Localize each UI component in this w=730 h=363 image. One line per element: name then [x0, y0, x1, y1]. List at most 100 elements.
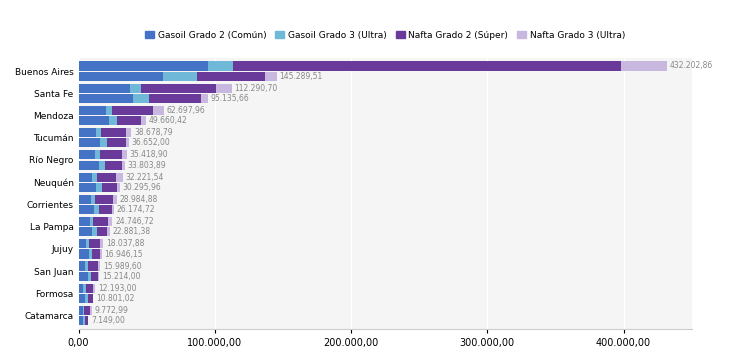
Bar: [117, 116, 142, 125]
Bar: [96, 183, 101, 192]
Bar: [88, 272, 91, 281]
Bar: [265, 72, 277, 81]
Bar: [98, 272, 99, 281]
Bar: [96, 172, 116, 182]
Bar: [133, 94, 150, 103]
Text: 24.746,72: 24.746,72: [115, 217, 154, 226]
Bar: [153, 106, 164, 115]
Bar: [85, 261, 88, 271]
Bar: [96, 227, 107, 236]
Bar: [88, 294, 93, 303]
Legend: Gasoil Grado 2 (Común), Gasoil Grado 3 (Ultra), Nafta Grado 2 (Súper), Nafta Gra: Gasoil Grado 2 (Común), Gasoil Grado 3 (…: [142, 27, 629, 43]
Text: 7.149,00: 7.149,00: [91, 316, 125, 325]
Bar: [99, 160, 105, 170]
Bar: [79, 217, 90, 226]
Bar: [112, 106, 153, 115]
Bar: [79, 150, 95, 159]
Bar: [100, 249, 101, 258]
Bar: [79, 294, 85, 303]
Bar: [142, 116, 146, 125]
Bar: [90, 217, 93, 226]
Bar: [91, 272, 98, 281]
Bar: [96, 128, 101, 137]
Text: 36.652,00: 36.652,00: [131, 138, 170, 147]
Bar: [101, 183, 117, 192]
Bar: [89, 249, 92, 258]
Bar: [95, 195, 112, 204]
Bar: [79, 261, 85, 271]
Bar: [201, 94, 208, 103]
Text: 32.221,54: 32.221,54: [126, 173, 164, 182]
Text: 49.660,42: 49.660,42: [149, 116, 188, 125]
Bar: [79, 316, 83, 325]
Bar: [79, 94, 133, 103]
Bar: [79, 128, 96, 137]
Bar: [88, 261, 98, 271]
Text: 38.678,79: 38.678,79: [134, 128, 173, 137]
Bar: [79, 227, 92, 236]
Text: 9.772,99: 9.772,99: [94, 306, 128, 315]
Bar: [85, 294, 88, 303]
Bar: [92, 227, 96, 236]
Bar: [107, 227, 109, 236]
Bar: [79, 284, 83, 293]
Text: 12.193,00: 12.193,00: [98, 284, 137, 293]
Bar: [101, 128, 126, 137]
Bar: [79, 138, 101, 147]
Bar: [95, 150, 100, 159]
Bar: [106, 106, 112, 115]
Text: 22.881,38: 22.881,38: [112, 227, 150, 236]
Bar: [109, 116, 117, 125]
Bar: [116, 172, 123, 182]
Bar: [620, 61, 667, 70]
Bar: [79, 183, 96, 192]
Text: 112.290,70: 112.290,70: [234, 84, 277, 93]
Bar: [107, 138, 126, 147]
Bar: [82, 306, 85, 315]
Bar: [94, 205, 99, 214]
Text: 145.289,51: 145.289,51: [280, 72, 323, 81]
Bar: [112, 205, 115, 214]
Bar: [108, 217, 112, 226]
Bar: [79, 106, 106, 115]
Bar: [150, 94, 201, 103]
Bar: [92, 172, 96, 182]
Bar: [233, 61, 620, 70]
Bar: [92, 249, 100, 258]
Bar: [93, 284, 95, 293]
Text: 432.202,86: 432.202,86: [670, 61, 713, 70]
Bar: [105, 160, 121, 170]
Bar: [79, 83, 131, 93]
Bar: [100, 239, 103, 248]
Bar: [216, 83, 231, 93]
Bar: [100, 150, 122, 159]
Bar: [79, 61, 208, 70]
Bar: [98, 261, 101, 271]
Bar: [83, 316, 85, 325]
Bar: [93, 217, 108, 226]
Bar: [121, 160, 125, 170]
Bar: [91, 195, 95, 204]
Bar: [79, 205, 94, 214]
Text: 10.801,02: 10.801,02: [96, 294, 134, 303]
Bar: [131, 83, 142, 93]
Bar: [83, 284, 85, 293]
Text: 95.135,66: 95.135,66: [211, 94, 250, 103]
Text: 15.989,60: 15.989,60: [103, 262, 142, 270]
Bar: [99, 205, 112, 214]
Bar: [101, 138, 107, 147]
Text: 26.174,72: 26.174,72: [117, 205, 155, 214]
Bar: [79, 239, 86, 248]
Bar: [85, 284, 93, 293]
Text: 18.037,88: 18.037,88: [106, 239, 145, 248]
Bar: [79, 160, 99, 170]
Bar: [163, 72, 197, 81]
Bar: [86, 239, 89, 248]
Text: 15.214,00: 15.214,00: [102, 272, 141, 281]
Bar: [122, 150, 127, 159]
Bar: [79, 172, 92, 182]
Bar: [79, 195, 91, 204]
Bar: [79, 306, 82, 315]
Bar: [79, 72, 163, 81]
Bar: [112, 195, 117, 204]
